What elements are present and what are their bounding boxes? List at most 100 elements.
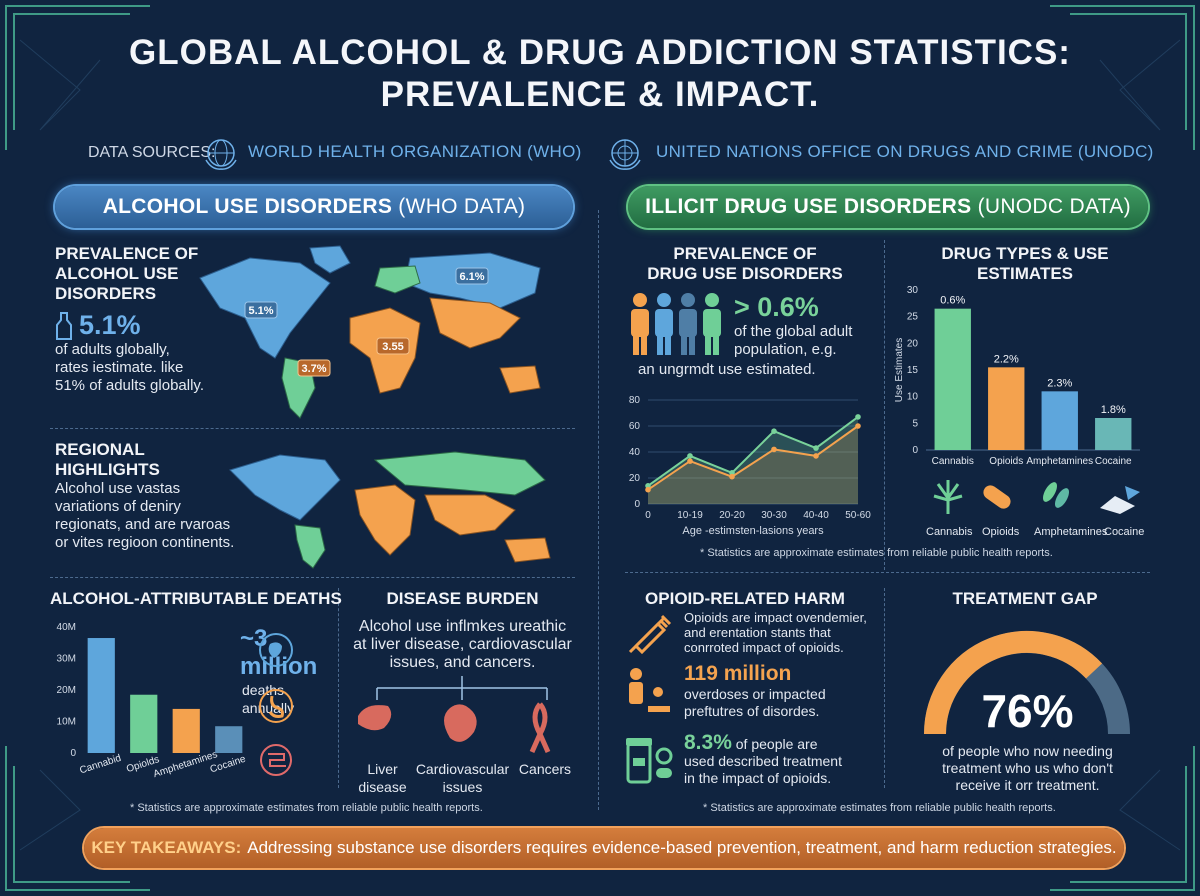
ribbon-icon	[529, 702, 551, 754]
regional-desc-3: regionats, and are rvaroas	[55, 516, 231, 533]
divider-alcohol-3	[338, 588, 339, 788]
un-globe-icon	[609, 139, 641, 170]
burden-desc-3: issues, and cancers.	[389, 654, 536, 671]
opioid-stat2-block: 8.3% of people are used described treatm…	[684, 731, 842, 787]
bottle-icon	[56, 311, 72, 340]
burden-desc-1: Alcohol use inflmkes ureathic	[358, 618, 567, 635]
alcohol-prevalence-desc-1: of adults globally,	[55, 341, 170, 358]
line-xtick-label: 40-40	[803, 510, 829, 521]
sources-label: DATA SOURCES:	[88, 144, 216, 161]
gauge-fill	[924, 631, 1103, 735]
line-point	[855, 423, 861, 429]
line-point	[813, 445, 819, 451]
drug-footnote-right: * Statistics are approximate estimates f…	[700, 547, 1053, 559]
burden-item-cancers: Cancers	[510, 760, 580, 778]
opioid-desc-1: Opioids are impact ovendemier,	[684, 610, 867, 625]
alcohol-prevalence-heading-1: PREVALENCE OF	[55, 244, 199, 263]
divider-alcohol-2	[50, 577, 575, 578]
burden-liver-l2: disease	[358, 779, 407, 795]
drug-types-bar-chart: 0 5 10 15 20 25 30 Use Estimates 0.6% Cannabis 2.2…	[894, 285, 1140, 467]
overdose-person-icon	[629, 668, 670, 712]
burden-cardio-l1: Cardiovascular	[415, 761, 510, 777]
deaths-heading: ALCOHOL-ATTRIBUTABLE DEATHS	[50, 589, 342, 608]
icon-label-amphetamines: Amphetamines	[1034, 526, 1108, 538]
icon-label-cocaine: Cocaine	[1104, 526, 1145, 538]
divider-alcohol-1	[50, 428, 575, 429]
types-data-label: 2.2%	[994, 353, 1019, 365]
burden-liver-l1: Liver	[367, 761, 398, 777]
drug-types-heading: DRUG TYPES & USE ESTIMATES	[941, 244, 1109, 283]
regional-heading-1: REGIONAL	[55, 440, 145, 459]
line-ytick-label: 0	[634, 499, 640, 510]
opioid-desc-2: and erentation stants that	[684, 625, 831, 640]
line-area	[648, 416, 858, 504]
gap-desc-2: treatment who us who don't	[942, 760, 1113, 776]
types-bar	[1041, 391, 1078, 450]
types-data-label: 0.6%	[940, 295, 965, 307]
line-point	[729, 473, 735, 480]
title-line-2: PREVALENCE & IMPACT.	[380, 75, 820, 114]
types-ytick-label: 25	[907, 312, 919, 323]
syringe-icon	[628, 614, 672, 655]
alcohol-footnote: * Statistics are approximate estimates f…	[130, 802, 483, 814]
drug-prevalence-heading: PREVALENCE OF DRUG USE DISORDERS	[625, 244, 865, 284]
types-ytick-label: 20	[907, 338, 919, 349]
types-ytick-label: 5	[912, 418, 918, 429]
types-ytick-label: 0	[912, 445, 918, 456]
line-xtick-label: 50-60	[845, 510, 871, 521]
icon-label-opioids: Opioids	[982, 526, 1020, 538]
stomach-organ-icon	[259, 689, 293, 723]
types-data-label: 1.8%	[1101, 404, 1126, 416]
intestine-organ-icon	[260, 744, 292, 776]
data-sources: DATA SOURCES: WORLD HEALTH ORGANIZATION …	[0, 139, 1200, 170]
alcohol-prevalence-stat: 5.1%	[79, 310, 141, 340]
types-ytick-label: 10	[907, 392, 919, 403]
divider-drug-2	[625, 572, 1150, 573]
types-category-label: Cannabis	[932, 456, 974, 467]
drug-prevalence-stat: > 0.6%	[734, 292, 819, 322]
key-takeaways-bar: KEY TAKEAWAYS: Addressing substance use …	[84, 828, 1124, 868]
treatment-gap-gauge	[924, 631, 1130, 735]
cannabis-leaf-icon	[933, 480, 963, 514]
burden-item-cardio: Cardiovascular issues	[410, 760, 515, 796]
drug-header-light: (UNODC DATA)	[977, 195, 1131, 218]
deaths-ytick-label: 30M	[57, 654, 76, 665]
line-point	[771, 428, 777, 434]
types-yaxis-label: Use Estimates	[894, 338, 905, 402]
regional-desc-4: or vites regioon continents.	[55, 534, 235, 551]
drug-prevalence-heading-1: PREVALENCE OF	[673, 244, 817, 263]
types-ytick-label: 15	[907, 365, 919, 376]
line-xtick-label: 10-19	[677, 510, 703, 521]
types-bar	[934, 308, 971, 450]
burden-heading: DISEASE BURDEN	[386, 589, 539, 608]
icon-label-cannabis: Cannabis	[926, 526, 973, 538]
map-label-4: 3.7%	[301, 363, 326, 375]
line-series	[647, 425, 859, 491]
heart-organ-icon	[259, 633, 293, 667]
line-xtick-label: 0	[645, 510, 651, 521]
divider-drug-3	[884, 588, 885, 788]
burden-item-liver: Liver disease	[340, 760, 425, 796]
opioid-stat-desc-2: preftutres of disordes.	[684, 703, 820, 719]
opioid-heading: OPIOID-RELATED HARM	[645, 589, 845, 608]
burden-desc-2: at liver disease, cardiovascular	[353, 636, 572, 653]
line-ytick-label: 80	[629, 395, 641, 406]
opioid-stat2-desc-1: of people are	[735, 736, 818, 752]
line-ytick-label: 20	[629, 473, 641, 484]
line-point	[645, 486, 651, 493]
deaths-bar	[172, 708, 200, 753]
deaths-ytick-label: 10M	[57, 717, 76, 728]
drug-footnote-bottom: * Statistics are approximate estimates f…	[703, 802, 1056, 814]
types-category-label: Cocaine	[1095, 456, 1132, 467]
drug-prevalence-heading-2: DRUG USE DISORDERS	[647, 264, 843, 283]
opioid-desc-3: conrroted impact of opioids.	[684, 640, 844, 655]
burden-desc: Alcohol use inflmkes ureathic at liver d…	[340, 618, 585, 672]
alcohol-header-bold: ALCOHOL USE DISORDERS	[102, 195, 393, 218]
regional-world-map	[229, 451, 551, 569]
gap-value: 76%	[981, 685, 1074, 737]
alcohol-header-light: (WHO DATA)	[398, 195, 526, 218]
opioid-stat2: 8.3%	[684, 731, 732, 754]
deaths-stat-block: ~3 million deaths annually	[240, 625, 335, 717]
drug-section-header: ILLICIT DRUG USE DISORDERS (UNODC DATA)	[628, 186, 1148, 228]
medicine-bottle-icon	[626, 738, 673, 784]
